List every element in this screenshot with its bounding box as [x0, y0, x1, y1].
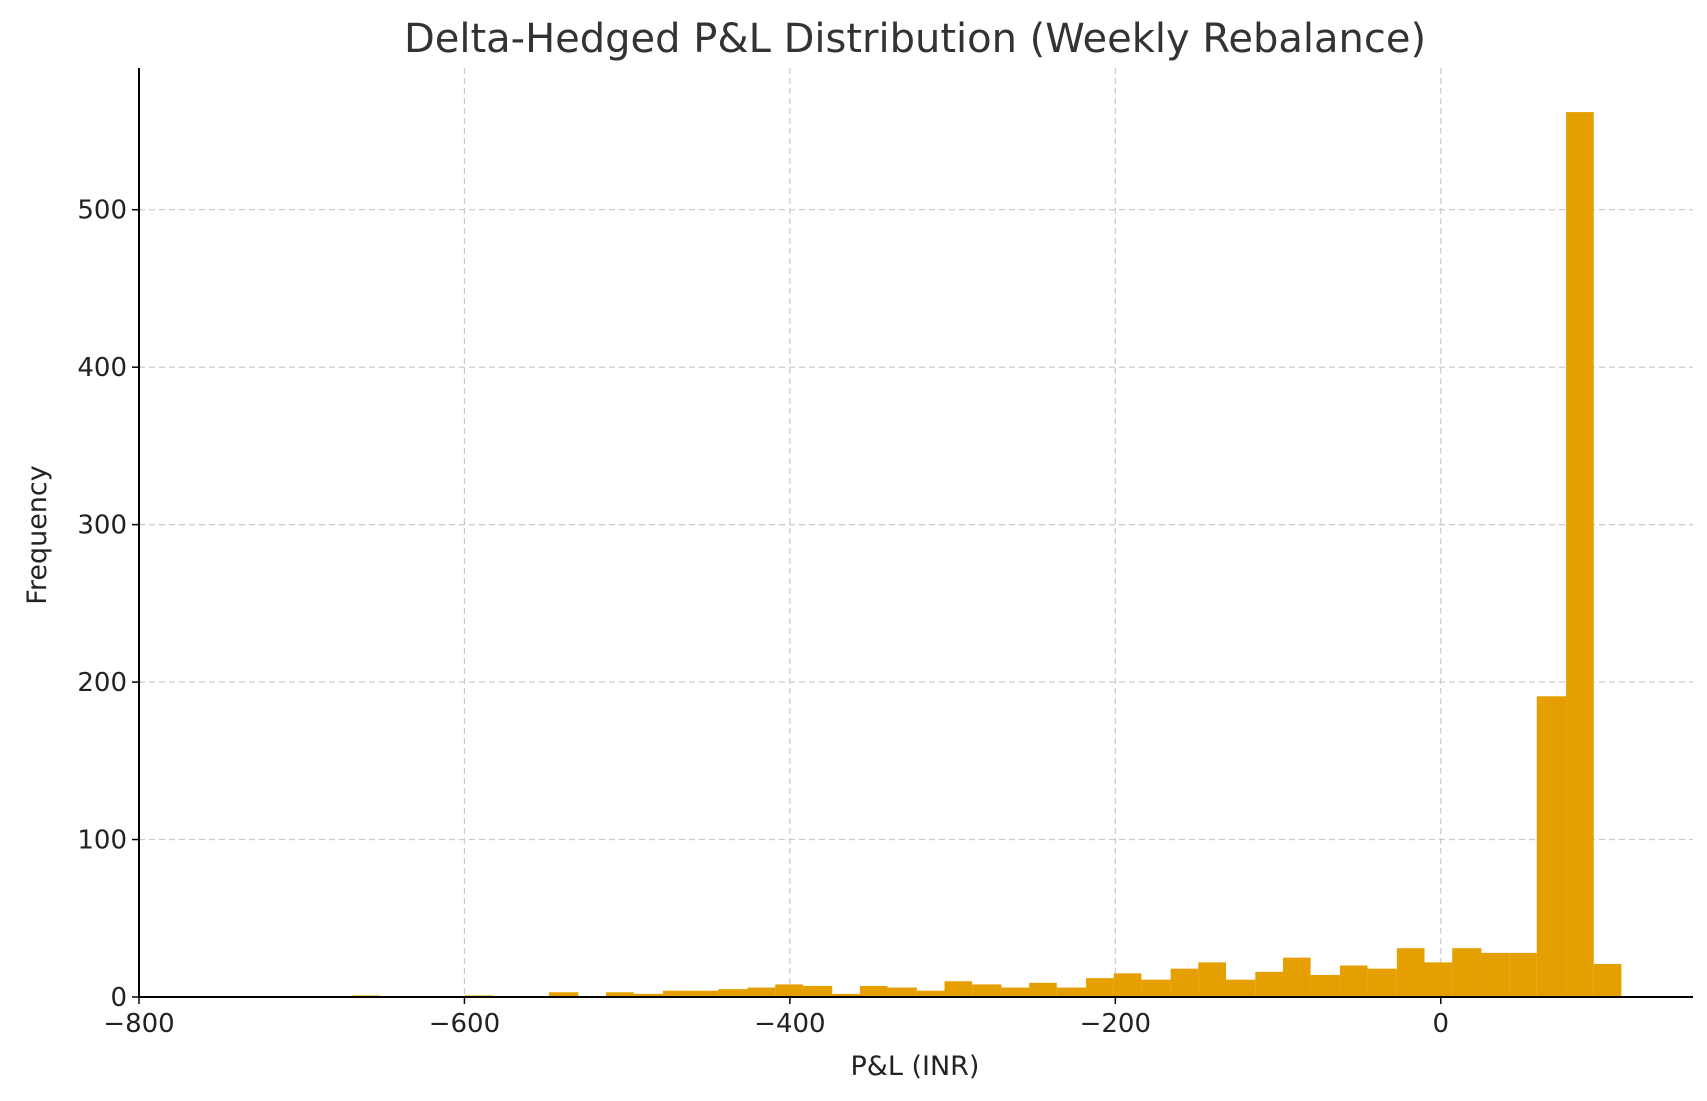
y-tick-label: 500: [77, 196, 127, 226]
histogram-bar: [1001, 987, 1030, 997]
histogram-bar: [1593, 963, 1622, 997]
histogram-bar: [1225, 979, 1256, 997]
y-tick-label: 400: [77, 353, 127, 383]
histogram-bar: [1086, 978, 1114, 997]
y-tick-label: 0: [110, 983, 127, 1013]
histogram-bar: [1481, 952, 1510, 997]
histogram-bar: [916, 990, 945, 997]
y-axis-label: Frequency: [22, 465, 53, 605]
y-tick-label: 300: [77, 511, 127, 541]
histogram-bar: [1424, 962, 1453, 997]
histogram-bar: [775, 984, 803, 997]
chart-title: Delta-Hedged P&L Distribution (Weekly Re…: [404, 16, 1426, 62]
histogram-bar: [1113, 973, 1142, 997]
histogram-bar: [1509, 952, 1537, 997]
histogram-bar: [802, 985, 833, 997]
x-axis-label: P&L (INR): [851, 1051, 980, 1082]
y-tick-label: 200: [77, 668, 127, 698]
x-tick-label: −400: [754, 1009, 825, 1039]
histogram-bar: [1056, 987, 1087, 997]
histogram-bar: [1170, 968, 1199, 997]
histogram-bar: [1029, 982, 1057, 997]
histogram-bar: [1566, 112, 1594, 997]
histogram-bar: [1396, 948, 1425, 997]
histogram-bar: [1255, 971, 1283, 997]
histogram-bar: [832, 993, 860, 997]
x-tick-label: −600: [429, 1009, 500, 1039]
histogram-bar: [1339, 965, 1368, 997]
histogram-bar: [549, 992, 579, 997]
histogram-bar: [887, 987, 917, 997]
histogram-bar: [633, 993, 663, 997]
y-tick-label: 100: [77, 826, 127, 856]
histogram-bar: [747, 987, 776, 997]
histogram-bar: [690, 990, 719, 997]
x-tick-label: −800: [103, 1009, 174, 1039]
histogram-bar: [1367, 968, 1397, 997]
histogram-bar: [1452, 948, 1482, 997]
histogram-bar: [1536, 696, 1567, 997]
histogram-bar: [1198, 962, 1226, 997]
x-tick-label: −200: [1080, 1009, 1151, 1039]
histogram-bar: [718, 989, 748, 997]
histogram-bar: [1141, 979, 1171, 997]
histogram-bar: [606, 992, 634, 997]
histogram-bar: [944, 981, 973, 997]
x-tick-label: 0: [1433, 1009, 1450, 1039]
axes: −800 −600 −400 −200 0 0 100 200 300 400 500: [77, 68, 1693, 1039]
histogram-bar: [859, 985, 888, 997]
histogram-bar: [972, 984, 1002, 997]
histogram-bar: [662, 990, 691, 997]
histogram-bars: [352, 112, 1622, 997]
histogram-bar: [1310, 974, 1340, 997]
histogram-bar: [1282, 957, 1311, 997]
grid-lines: [139, 68, 1693, 997]
